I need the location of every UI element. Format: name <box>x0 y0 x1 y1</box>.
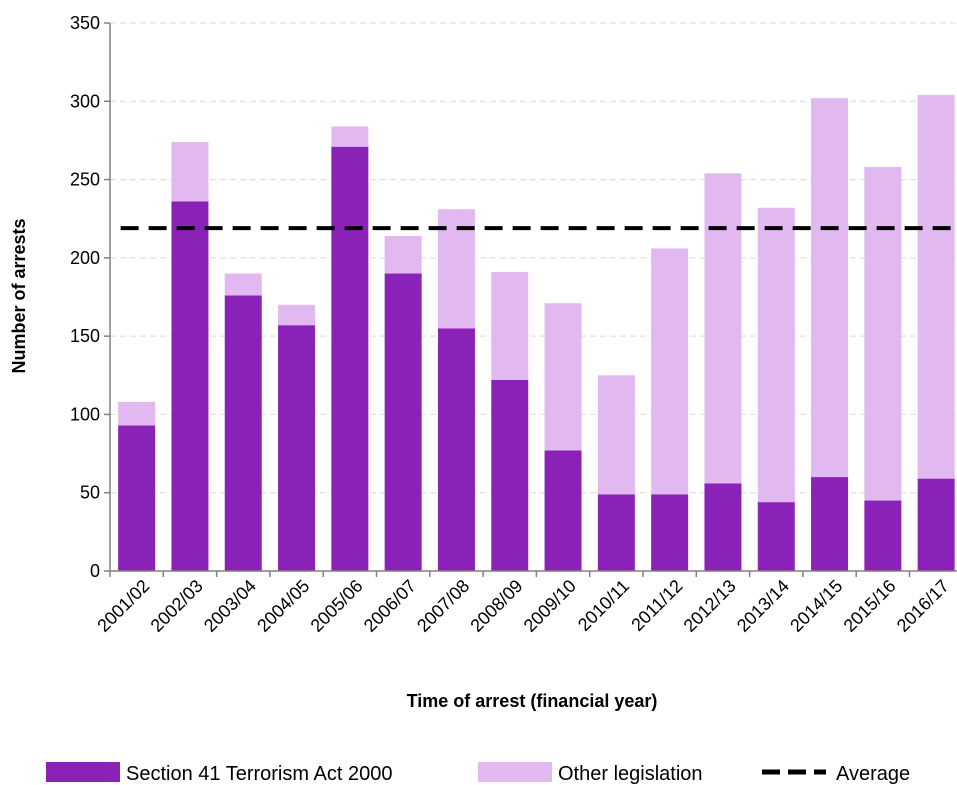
x-tick-label: 2015/16 <box>840 576 900 636</box>
legend-label-average: Average <box>836 763 910 785</box>
bar-other-legislation <box>917 95 955 479</box>
legend: Section 41 Terrorism Act 2000 Other legi… <box>46 762 910 785</box>
y-tick-label: 350 <box>70 13 100 33</box>
bar-other-legislation <box>811 98 849 478</box>
bar-section41 <box>651 494 689 571</box>
x-tick-label: 2016/17 <box>893 576 953 636</box>
bar-other-legislation <box>384 235 422 274</box>
bar-section41 <box>331 146 369 572</box>
bar-other-legislation <box>491 271 529 380</box>
bar-section41 <box>224 295 262 571</box>
x-tick-label: 2003/04 <box>200 576 260 636</box>
bar-other-legislation <box>757 207 795 503</box>
x-tick-label: 2002/03 <box>147 576 207 636</box>
y-tick-label: 250 <box>70 170 100 190</box>
x-tick-label: 2004/05 <box>253 576 313 636</box>
legend-swatch-section41 <box>46 762 120 782</box>
x-tick-label: 2014/15 <box>786 576 846 636</box>
legend-swatch-other <box>478 762 552 782</box>
x-tick-label: 2009/10 <box>520 576 580 636</box>
bar-section41 <box>597 494 635 571</box>
bar-section41 <box>118 425 156 571</box>
bar-other-legislation <box>224 273 262 296</box>
bar-section41 <box>811 477 849 571</box>
axes <box>104 22 957 577</box>
bar-section41 <box>757 502 795 571</box>
x-tick-label: 2013/14 <box>733 576 793 636</box>
x-tick-label: 2001/02 <box>93 576 153 636</box>
bar-other-legislation <box>171 141 209 202</box>
bar-section41 <box>384 273 422 571</box>
x-tick-label: 2010/11 <box>574 576 633 635</box>
bar-other-legislation <box>118 401 156 426</box>
y-tick-label: 300 <box>70 91 100 111</box>
bar-section41 <box>437 328 475 571</box>
bar-other-legislation <box>544 303 582 451</box>
y-axis-title: Number of arrests <box>9 218 29 373</box>
bar-other-legislation <box>651 248 689 495</box>
bar-other-legislation <box>597 375 635 495</box>
bar-section41 <box>544 450 582 571</box>
bar-other-legislation <box>331 126 369 147</box>
bars <box>118 95 955 572</box>
y-tick-labels: 0 50 100 150 200 250 300 350 <box>70 13 100 581</box>
bar-section41 <box>917 478 955 571</box>
x-tick-label: 2011/12 <box>627 576 686 635</box>
x-tick-label: 2005/06 <box>307 576 367 636</box>
x-tick-label: 2006/07 <box>360 576 420 636</box>
bar-other-legislation <box>278 304 316 326</box>
y-tick-label: 100 <box>70 404 100 424</box>
legend-label-section41: Section 41 Terrorism Act 2000 <box>126 763 392 785</box>
legend-label-other: Other legislation <box>558 763 703 785</box>
x-axis-title: Time of arrest (financial year) <box>407 691 658 711</box>
bar-section41 <box>704 483 742 571</box>
y-tick-label: 150 <box>70 326 100 346</box>
x-tick-label: 2008/09 <box>466 576 526 636</box>
bar-section41 <box>278 325 316 571</box>
bar-section41 <box>171 201 209 571</box>
y-tick-label: 50 <box>80 483 100 503</box>
bar-section41 <box>864 500 902 571</box>
x-tick-label: 2012/13 <box>680 576 740 636</box>
x-tick-labels: 2001/022002/032003/042004/052005/062006/… <box>93 576 953 636</box>
y-tick-label: 0 <box>90 561 100 581</box>
y-tick-label: 200 <box>70 248 100 268</box>
x-tick-label: 2007/08 <box>413 576 473 636</box>
bar-section41 <box>491 379 529 571</box>
bar-other-legislation <box>864 167 902 501</box>
bar-other-legislation <box>704 173 742 484</box>
